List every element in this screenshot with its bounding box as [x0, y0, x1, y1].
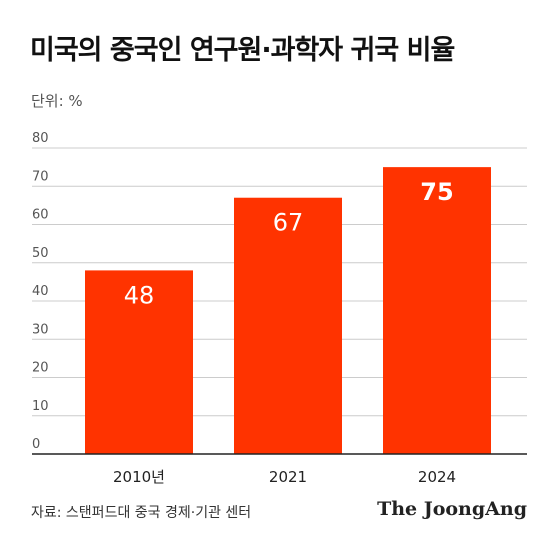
unit-label: 단위: % — [31, 92, 83, 110]
source-note: 자료: 스탠퍼드대 중국 경제·기관 센터 — [31, 505, 252, 521]
bar-2021 — [234, 197, 342, 454]
bar-value-label: 67 — [273, 209, 304, 237]
bar-2024 — [383, 167, 491, 454]
y-tick-label: 60 — [32, 208, 49, 223]
x-category-label: 2010년 — [113, 468, 165, 486]
bar-2010년 — [85, 270, 193, 454]
bars — [85, 167, 491, 454]
y-tick-label: 40 — [32, 284, 49, 299]
y-tick-label: 70 — [32, 169, 49, 184]
x-category-label: 2021 — [269, 468, 307, 486]
y-tick-label: 30 — [32, 322, 49, 337]
y-tick-label: 20 — [32, 361, 49, 376]
y-tick-label: 10 — [32, 399, 49, 414]
y-tick-label: 80 — [32, 131, 49, 146]
publisher-logo: The JoongAng — [377, 498, 527, 520]
bar-value-label: 48 — [124, 281, 155, 309]
axis-labels: 0 10 20 30 40 50 60 70 80 48 2010년 67 2021 75 2024 — [32, 131, 456, 486]
chart-title: 미국의 중국인 연구원·과학자 귀국 비율 — [30, 35, 455, 66]
bar-value-label: 75 — [420, 178, 453, 206]
y-tick-label: 50 — [32, 246, 49, 261]
x-category-label: 2024 — [418, 468, 456, 486]
y-tick-label: 0 — [32, 437, 40, 452]
